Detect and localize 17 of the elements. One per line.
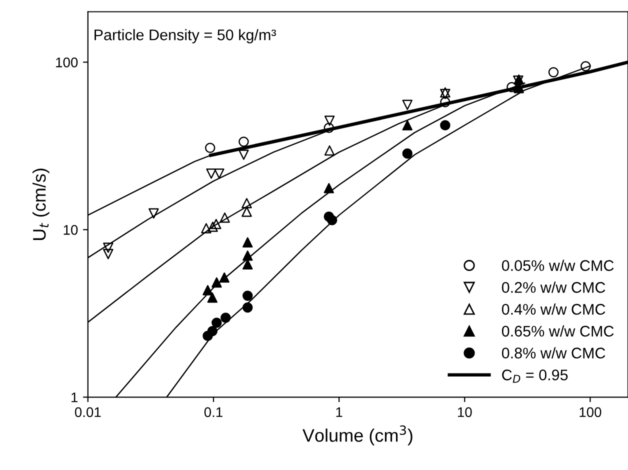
legend-label: 0.05% w/w CMC [502, 260, 614, 271]
x-axis-title: Volume (cm$^{3}$) [302, 425, 412, 446]
x-tick-label: 1 [336, 407, 342, 417]
y-tick-label: 1 [72, 392, 78, 402]
legend-label: 0.8% w/w CMC [502, 347, 606, 358]
legend-label: C$_{D}$ = 0.95 [502, 370, 568, 383]
y-tick-label: 100 [56, 58, 78, 68]
annotation: Particle Density = 50 kg/m³ [94, 29, 276, 44]
legend-label: 0.2% w/w CMC [502, 282, 606, 293]
legend-label: 0.4% w/w CMC [502, 304, 606, 315]
x-tick-label: 0.01 [74, 407, 101, 418]
x-tick-label: 10 [458, 407, 472, 418]
x-tick-label: 0.1 [204, 407, 222, 418]
legend-label: 0.65% w/w CMC [502, 325, 614, 337]
x-tick-label: 100 [580, 407, 602, 418]
y-tick-label: 10 [64, 224, 78, 235]
y-axis-title: U$_{t}$ (cm/s) [32, 168, 50, 240]
